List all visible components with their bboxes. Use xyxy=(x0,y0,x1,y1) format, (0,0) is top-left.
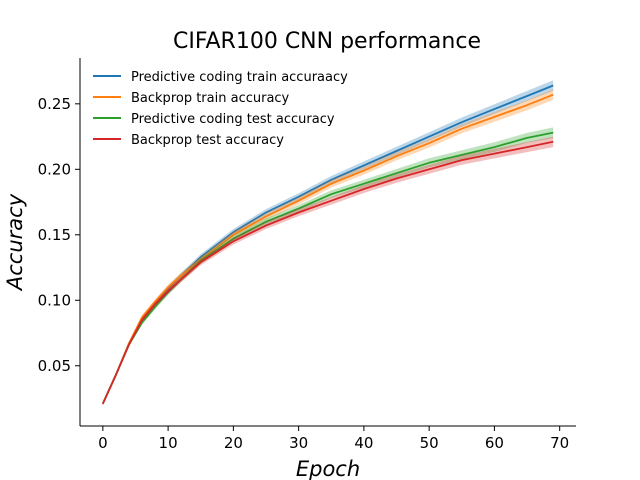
legend-label: Predictive coding train accuraacy xyxy=(131,70,348,85)
series-line xyxy=(101,131,554,405)
x-axis-ticks: 0 10 20 30 40 50 60 70 xyxy=(98,426,569,452)
legend-label: Backprop test accuracy xyxy=(131,133,284,148)
y-tick-label: 0.15 xyxy=(38,226,71,244)
series-1 xyxy=(101,80,554,406)
y-tick-label: 0.05 xyxy=(38,357,71,375)
legend-label: Predictive coding test accuracy xyxy=(131,112,335,127)
series-3 xyxy=(101,127,554,406)
y-axis-label: Accuracy xyxy=(3,193,27,292)
x-tick-label: 50 xyxy=(420,434,439,452)
x-tick-label: 40 xyxy=(354,434,373,452)
x-tick-label: 60 xyxy=(485,434,504,452)
x-tick-label: 10 xyxy=(159,434,178,452)
x-axis-label: Epoch xyxy=(296,457,360,480)
y-tick-label: 0.20 xyxy=(38,160,71,178)
series-2 xyxy=(101,89,554,406)
legend-label: Backprop train accuracy xyxy=(131,91,290,106)
y-tick-label: 0.10 xyxy=(38,291,71,309)
x-tick-label: 70 xyxy=(550,434,569,452)
x-tick-label: 20 xyxy=(224,434,243,452)
x-tick-label: 0 xyxy=(98,434,108,452)
plot-area xyxy=(101,80,554,406)
y-tick-label: 0.25 xyxy=(38,95,71,113)
series-4 xyxy=(101,136,554,406)
series-band xyxy=(102,80,554,406)
series-line xyxy=(101,93,554,405)
x-tick-label: 30 xyxy=(289,434,308,452)
series-line xyxy=(101,140,554,405)
chart-title: CIFAR100 CNN performance xyxy=(173,29,481,54)
series-band xyxy=(102,136,554,406)
series-band xyxy=(102,127,554,406)
y-axis-ticks: 0.05 0.10 0.15 0.20 0.25 xyxy=(38,95,80,375)
legend: Predictive coding train accuraacy Backpro… xyxy=(93,70,348,148)
